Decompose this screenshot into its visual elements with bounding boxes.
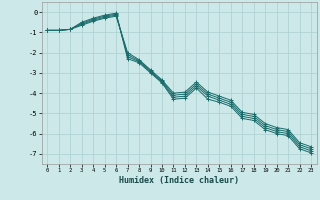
X-axis label: Humidex (Indice chaleur): Humidex (Indice chaleur): [119, 176, 239, 185]
